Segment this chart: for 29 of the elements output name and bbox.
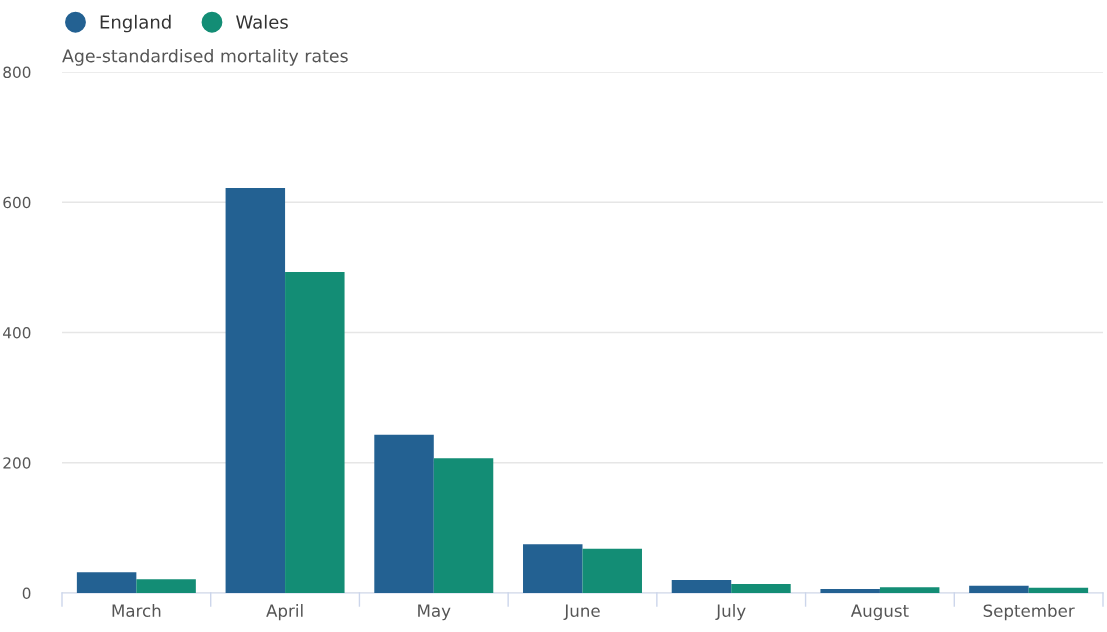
- x-tick-label: April: [266, 604, 303, 621]
- x-tick-label: August: [850, 604, 909, 621]
- bar: [285, 271, 345, 593]
- bar: [136, 579, 196, 593]
- x-tick-label: June: [563, 604, 600, 621]
- bar: [879, 587, 940, 593]
- x-tick-label: May: [418, 604, 451, 621]
- y-axis-title: Age-standardised mortality rates: [62, 48, 348, 66]
- y-tick-label: 600: [3, 196, 31, 209]
- bar: [731, 583, 791, 593]
- bar: [1028, 587, 1089, 593]
- bar: [433, 458, 494, 593]
- x-tick-label: July: [715, 604, 746, 621]
- bar: [969, 585, 1029, 593]
- bar: [76, 572, 137, 593]
- legend-label: England: [100, 14, 171, 33]
- bar: [820, 589, 880, 593]
- y-tick-label: 200: [3, 457, 31, 469]
- y-tick-label: 0: [22, 587, 31, 600]
- bar: [582, 548, 642, 593]
- bar: [671, 579, 732, 593]
- bar: [374, 434, 434, 593]
- y-tick-label: 800: [3, 66, 31, 79]
- x-tick-label: September: [983, 604, 1075, 621]
- bar: [523, 544, 583, 593]
- bar: [225, 187, 286, 593]
- y-tick-label: 400: [3, 326, 31, 339]
- legend-label: Wales: [236, 14, 288, 29]
- x-tick-label: March: [112, 604, 161, 618]
